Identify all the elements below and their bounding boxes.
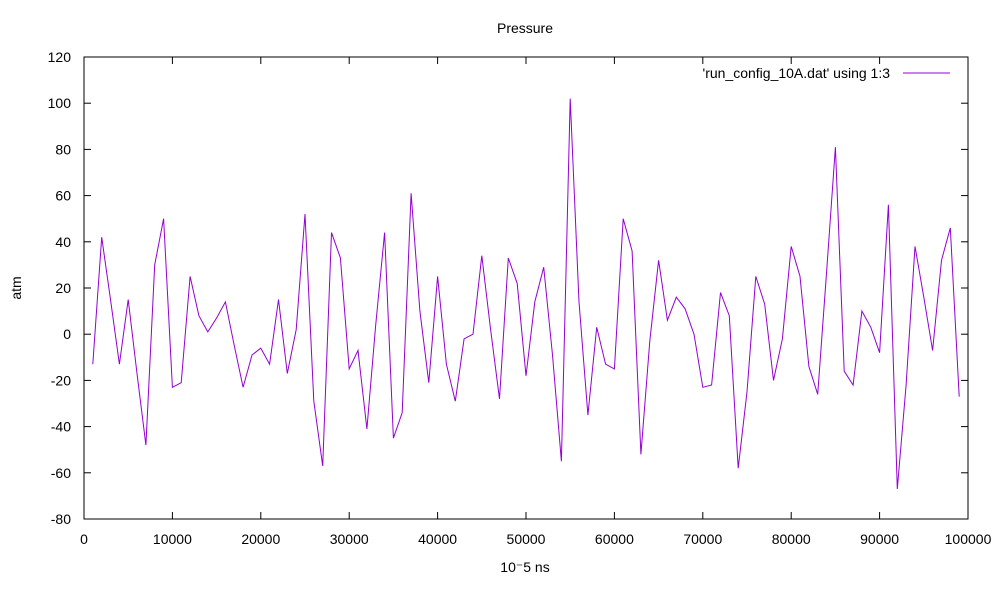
x-tick-label: 70000	[683, 531, 722, 547]
x-tick-label: 40000	[418, 531, 457, 547]
series-line	[92, 98, 960, 490]
y-tick-label: -20	[51, 372, 71, 388]
y-tick-label: -60	[51, 465, 71, 481]
axis-tick-labels: -80 -60 -40 -20 0 20 40 60 80 100 120 0 10000 20000 30…	[48, 49, 992, 547]
x-tick-label: 10000	[153, 531, 192, 547]
y-tick-label: 120	[48, 49, 72, 65]
y-tick-label: 20	[55, 280, 71, 296]
x-tick-label: 50000	[507, 531, 546, 547]
x-tick-label: 20000	[241, 531, 280, 547]
series-lines	[92, 98, 960, 490]
x-tick-label: 0	[80, 531, 88, 547]
chart-title: Pressure	[497, 20, 553, 36]
x-tick-label: 80000	[772, 531, 811, 547]
x-tick-label: 100000	[945, 531, 992, 547]
y-tick-label: -40	[51, 419, 71, 435]
x-tick-label: 30000	[330, 531, 369, 547]
y-tick-label: 100	[48, 95, 72, 111]
legend-label: 'run_config_10A.dat' using 1:3	[703, 65, 891, 81]
y-axis-label: atm	[8, 276, 24, 299]
x-tick-label: 90000	[860, 531, 899, 547]
x-axis-label: 10⁻5 ns	[500, 559, 549, 575]
y-tick-label: -80	[51, 511, 71, 527]
y-tick-label: 80	[55, 141, 71, 157]
y-tick-label: 40	[55, 234, 71, 250]
plot-frame	[83, 56, 969, 520]
x-tick-label: 60000	[595, 531, 634, 547]
legend: 'run_config_10A.dat' using 1:3	[703, 65, 950, 81]
y-tick-label: 0	[63, 326, 71, 342]
axis-ticks	[83, 56, 969, 520]
y-tick-label: 60	[55, 188, 71, 204]
